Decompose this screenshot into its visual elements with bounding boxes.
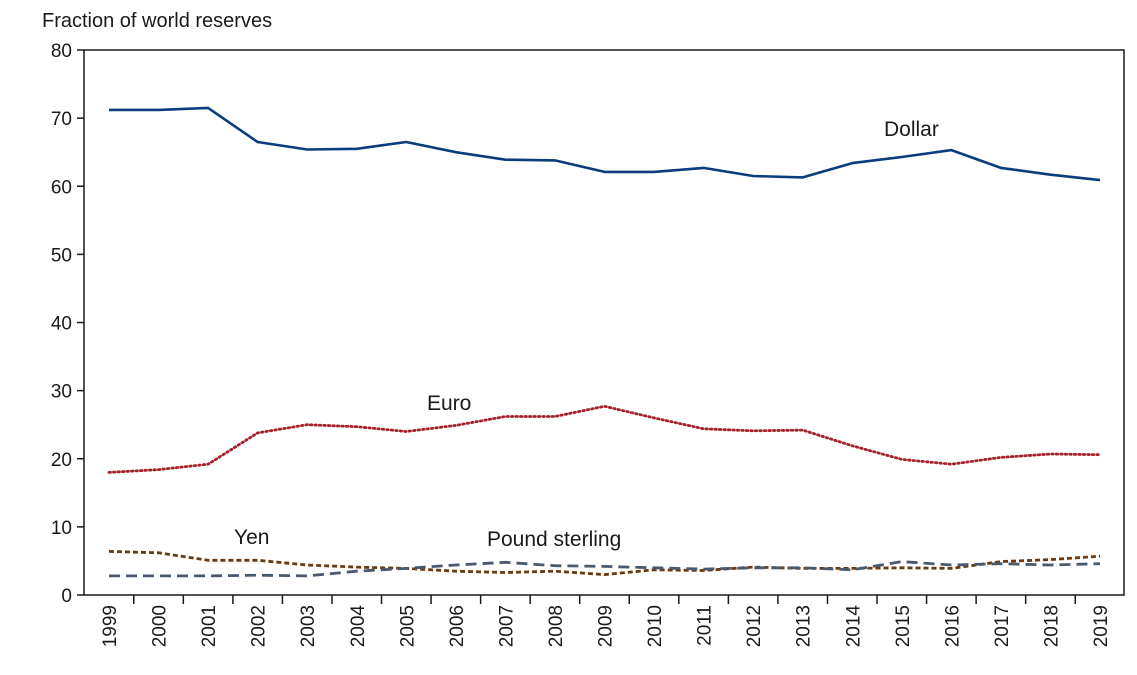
series-label-dollar: Dollar xyxy=(884,118,939,141)
y-axis-label: Fraction of world reserves xyxy=(42,10,272,32)
series-line-dollar xyxy=(109,106,1101,182)
series-lines xyxy=(107,106,1102,578)
y-tick-label: 50 xyxy=(51,245,72,266)
y-tick-label: 20 xyxy=(51,450,72,471)
y-tick-label: 10 xyxy=(51,518,72,539)
x-tick-label: 2003 xyxy=(298,605,319,647)
x-tick-label: 2008 xyxy=(546,605,567,647)
x-tick-label: 2004 xyxy=(348,605,369,648)
series-label-pound-sterling: Pound sterling xyxy=(487,528,621,551)
y-axis: 0 10 20 30 40 50 60 70 80 xyxy=(51,41,84,607)
x-tick-label: 2017 xyxy=(992,605,1013,647)
y-tick-label: 80 xyxy=(51,41,72,62)
x-tick-label: 2001 xyxy=(199,605,220,647)
y-tick-label: 40 xyxy=(51,314,72,335)
x-tick-label: 2011 xyxy=(695,605,716,646)
series-line-pound-sterling xyxy=(109,560,1101,578)
x-tick-label: 2006 xyxy=(447,605,468,647)
series-label-euro: Euro xyxy=(427,392,471,415)
y-tick-label: 0 xyxy=(61,586,72,607)
series-label-yen: Yen xyxy=(234,526,269,549)
x-tick-label: 2010 xyxy=(645,605,666,647)
plot-frame xyxy=(83,49,1125,596)
series-line-yen xyxy=(108,550,1101,576)
x-tick-label: 2000 xyxy=(150,605,171,647)
x-tick-label: 2013 xyxy=(794,605,815,647)
x-tick-label: 2005 xyxy=(397,605,418,647)
x-tick-label: 2019 xyxy=(1091,605,1112,647)
x-tick-label: 2002 xyxy=(249,605,270,647)
x-tick-label: 2012 xyxy=(744,605,765,647)
x-tick-label: 2015 xyxy=(893,605,914,647)
x-tick-label: 2014 xyxy=(843,605,864,648)
x-tick-label: 2007 xyxy=(496,605,517,647)
series-line-euro xyxy=(107,404,1102,474)
x-tick-label: 2018 xyxy=(1041,605,1062,647)
x-tick-label: 2009 xyxy=(596,605,617,647)
x-axis: 1999 2000 2001 2002 2003 2004 2005 2006 2007 2008… xyxy=(100,595,1112,647)
series-labels: Dollar Euro Yen Pound sterling xyxy=(234,118,939,551)
y-tick-label: 70 xyxy=(51,109,72,130)
y-tick-label: 30 xyxy=(51,382,72,403)
x-tick-label: 1999 xyxy=(100,605,121,647)
x-tick-label: 2016 xyxy=(942,605,963,647)
y-tick-label: 60 xyxy=(51,177,72,198)
